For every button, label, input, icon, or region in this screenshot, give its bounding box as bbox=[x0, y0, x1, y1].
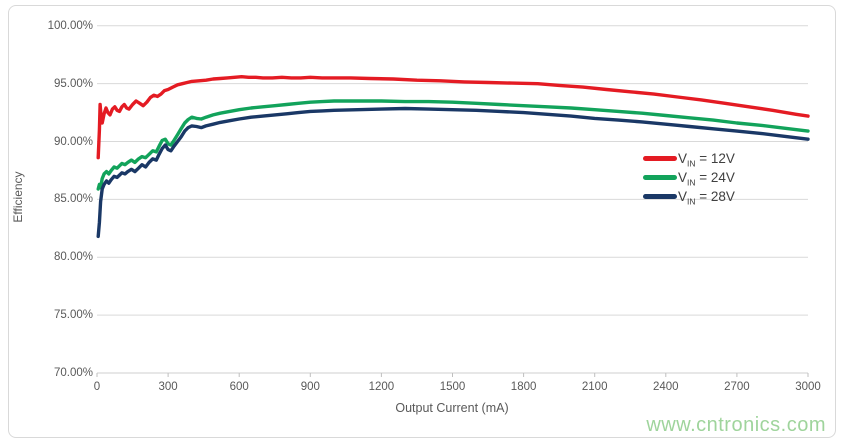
x-tick-label-0: 0 bbox=[93, 381, 101, 393]
y-axis-title: Efficiency bbox=[11, 171, 25, 223]
legend-label: VIN = 12V bbox=[678, 151, 735, 169]
x-tick-label-2400: 2400 bbox=[653, 381, 679, 393]
x-tick-label-3000: 3000 bbox=[795, 381, 821, 393]
y-tick-label-95: 95.00% bbox=[53, 77, 93, 90]
x-tick-label-1200: 1200 bbox=[368, 381, 395, 393]
y-tick-label-100: 100.00% bbox=[47, 19, 93, 32]
watermark: www.cntronics.com bbox=[646, 414, 826, 436]
legend-swatch bbox=[643, 175, 677, 180]
legend-swatch bbox=[643, 156, 677, 161]
y-tick-label-80: 80.00% bbox=[53, 251, 93, 264]
x-tick-label-300: 300 bbox=[158, 381, 178, 393]
x-tick-label-1800: 1800 bbox=[510, 381, 537, 393]
y-tick-label-90: 90.00% bbox=[53, 135, 93, 148]
x-tick-label-600: 600 bbox=[229, 381, 249, 393]
legend-label: VIN = 28V bbox=[678, 189, 735, 207]
x-tick-label-2100: 2100 bbox=[581, 381, 608, 393]
x-tick-label-900: 900 bbox=[300, 381, 320, 393]
y-tick-label-85: 85.00% bbox=[53, 193, 93, 206]
x-tick-label-1500: 1500 bbox=[439, 381, 466, 393]
legend-swatch bbox=[643, 194, 677, 199]
legend-item-28V: VIN = 28V bbox=[643, 187, 735, 206]
series-line-VIN12V bbox=[96, 74, 810, 160]
series-line-VIN24V bbox=[96, 99, 810, 191]
y-tick-label-75: 75.00% bbox=[53, 309, 93, 322]
series-line-VIN28V bbox=[96, 106, 810, 239]
legend-item-24V: VIN = 24V bbox=[643, 168, 735, 187]
legend: VIN = 12V VIN = 24V VIN = 28V bbox=[643, 149, 735, 206]
x-tick-label-2700: 2700 bbox=[724, 381, 750, 393]
y-tick-label-70: 70.00% bbox=[53, 367, 93, 379]
x-axis-title: Output Current (mA) bbox=[395, 401, 509, 415]
legend-label: VIN = 24V bbox=[678, 170, 735, 188]
legend-item-12V: VIN = 12V bbox=[643, 149, 735, 168]
panel-border bbox=[8, 5, 836, 438]
